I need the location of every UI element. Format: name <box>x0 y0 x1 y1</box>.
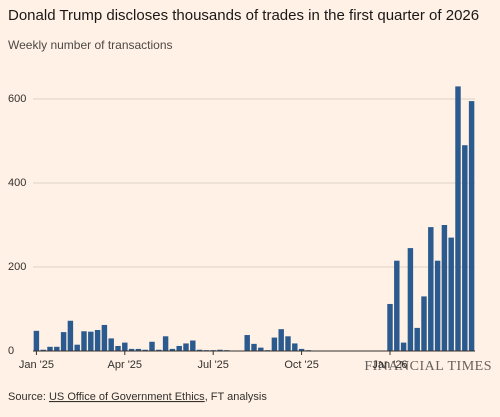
source-link[interactable]: US Office of Government Ethics <box>49 391 205 403</box>
bar <box>169 348 176 351</box>
bar <box>428 227 434 351</box>
bar <box>407 248 414 351</box>
bar <box>128 348 135 351</box>
bar <box>251 343 257 351</box>
bar <box>176 345 182 351</box>
bar <box>33 330 40 351</box>
chart-title: Donald Trump discloses thousands of trad… <box>8 7 479 24</box>
bar <box>190 340 196 351</box>
source: Source: US Office of Government Ethics, … <box>8 391 267 403</box>
bar <box>94 330 101 351</box>
bar <box>468 101 475 351</box>
bar <box>183 343 189 351</box>
bar <box>47 346 53 351</box>
bar <box>278 329 284 351</box>
bar <box>217 349 223 351</box>
bar <box>81 331 87 351</box>
bar <box>60 332 67 351</box>
bar <box>74 344 80 351</box>
brand-logo: FINANCIAL TIMES <box>364 359 492 374</box>
x-tick-label: Jul '25 <box>197 359 228 371</box>
bar <box>455 86 461 352</box>
bar <box>40 349 46 351</box>
bar <box>54 346 60 351</box>
bar <box>400 342 407 351</box>
source-suffix: , FT analysis <box>205 391 268 403</box>
bar <box>441 225 448 351</box>
x-tick-label: Oct '25 <box>284 359 319 371</box>
bar <box>462 145 468 351</box>
bar <box>156 349 162 351</box>
bar <box>298 348 305 351</box>
bar <box>122 342 128 351</box>
bar <box>394 260 400 351</box>
y-tick-label: 200 <box>8 261 26 273</box>
bar <box>88 331 94 351</box>
x-tick-label: Jan '25 <box>19 359 54 371</box>
bar <box>149 341 155 351</box>
bar <box>434 260 441 351</box>
bar <box>115 345 121 351</box>
source-prefix: Source: <box>8 391 46 403</box>
bar <box>67 320 74 351</box>
y-tick-label: 0 <box>8 345 14 357</box>
bar <box>387 303 393 351</box>
x-tick-label: Jan '26 <box>372 359 407 371</box>
bar <box>108 338 114 351</box>
bar <box>101 324 108 351</box>
bar <box>421 296 427 351</box>
bar <box>196 349 203 351</box>
bar <box>285 336 291 351</box>
bar <box>244 335 250 351</box>
bar <box>142 349 148 351</box>
bar <box>162 336 169 351</box>
y-tick-label: 600 <box>8 93 26 105</box>
x-tick-label: Apr '25 <box>108 359 143 371</box>
bar <box>271 337 278 351</box>
bar <box>258 347 264 351</box>
chart-subtitle: Weekly number of transactions <box>8 38 173 52</box>
bar <box>292 343 298 351</box>
y-tick-label: 400 <box>8 177 26 189</box>
bar <box>448 237 454 351</box>
bar <box>135 348 142 351</box>
bar <box>414 327 420 351</box>
